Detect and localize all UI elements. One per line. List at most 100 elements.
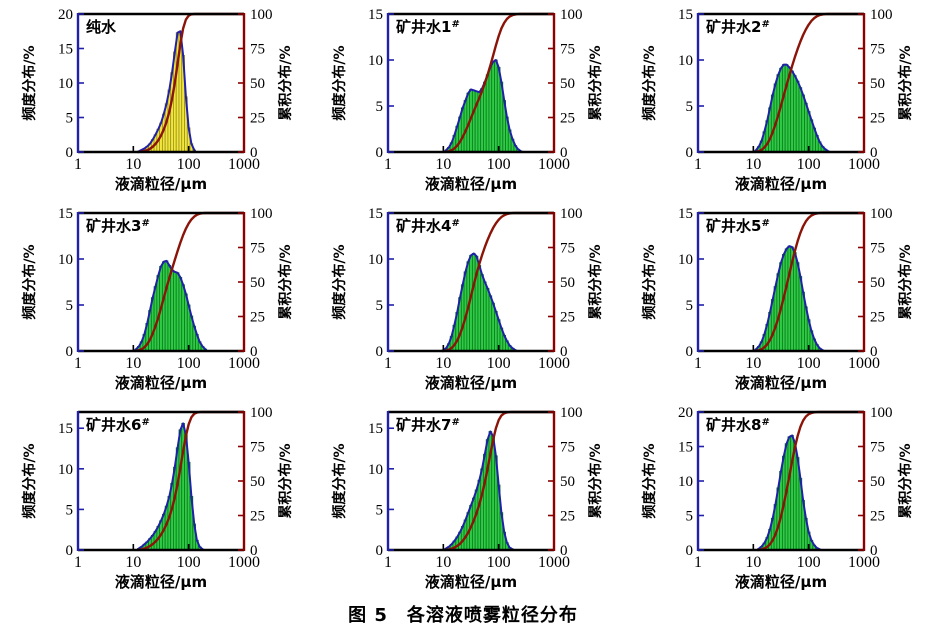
chart-svg: 0 5 10 15 0 25 50 75 100 1 10 100 1000 液滴粒径/μm 频度分布/% 累… xyxy=(331,7,604,193)
right-tick-label: 0 xyxy=(560,145,568,161)
x-tick-label: 100 xyxy=(177,156,201,173)
histogram-bar xyxy=(480,468,484,551)
right-tick-label: 50 xyxy=(560,474,575,490)
chart-cell-7: 0 5 10 15 0 25 50 75 100 1 10 100 1000 液滴粒径/μm 频度分布/% 累… xyxy=(0,398,310,596)
x-tick-label: 1 xyxy=(74,554,82,571)
histogram-bar xyxy=(178,429,183,551)
histogram-bars xyxy=(444,59,523,153)
right-tick-label: 25 xyxy=(560,509,575,525)
histogram-bar xyxy=(488,295,493,352)
left-tick-label: 0 xyxy=(66,145,74,161)
histogram-bar xyxy=(173,51,177,153)
x-tick-label: 1000 xyxy=(538,554,570,571)
x-tick-label: 100 xyxy=(177,554,201,571)
frequency-envelope xyxy=(756,434,822,551)
histogram-bar xyxy=(164,260,169,352)
right-tick-label: 50 xyxy=(250,76,265,92)
right-tick-label: 75 xyxy=(870,241,885,257)
y-axis-left-label: 频度分布/% xyxy=(21,45,38,120)
chart-svg: 0 5 10 15 0 25 50 75 100 1 10 100 1000 液滴粒径/μm 频度分布/% 累… xyxy=(21,405,294,591)
left-tick-label: 20 xyxy=(58,7,73,23)
right-tick-label: 0 xyxy=(870,543,878,559)
x-tick-label: 10 xyxy=(125,156,141,173)
left-tick-label: 0 xyxy=(66,543,74,559)
histogram-bar xyxy=(795,262,800,352)
y-axis-right-label: 累积分布/% xyxy=(587,443,604,518)
left-tick-label: 0 xyxy=(376,145,384,161)
histogram-bar xyxy=(175,272,180,352)
histogram-bar xyxy=(491,61,495,153)
histogram-bar xyxy=(178,277,183,352)
histogram-bar xyxy=(790,70,794,153)
x-tick-label: 1 xyxy=(74,355,82,372)
right-tick-label: 75 xyxy=(870,440,885,456)
left-tick-label: 10 xyxy=(678,474,693,490)
x-tick-label: 100 xyxy=(177,355,201,372)
left-tick-label: 5 xyxy=(376,99,384,115)
histogram-bar xyxy=(491,302,495,352)
x-tick-label: 10 xyxy=(435,156,451,173)
histogram-bar xyxy=(474,489,479,551)
y-axis-right-label: 累积分布/% xyxy=(277,45,294,120)
cumulative-curve xyxy=(137,410,244,552)
left-tick-label: 0 xyxy=(66,344,74,360)
charts-grid: 0 5 10 15 20 0 25 50 75 100 1 10 100 1000 液滴粒径/μm 频度分布/… xyxy=(0,0,926,596)
histogram-bar xyxy=(793,75,797,153)
x-tick-label: 1 xyxy=(694,355,702,372)
left-tick-label: 10 xyxy=(678,252,693,268)
histogram-bar xyxy=(795,80,800,153)
frequency-envelope xyxy=(136,422,205,551)
chart-svg: 0 5 10 15 0 25 50 75 100 1 10 100 1000 液滴粒径/μm 频度分布/% 累… xyxy=(331,405,604,591)
chart-title: 纯水 xyxy=(86,18,117,36)
left-tick-label: 5 xyxy=(66,298,74,314)
x-tick-label: 1000 xyxy=(228,156,260,173)
left-tick-label: 5 xyxy=(376,502,384,518)
histogram-bar xyxy=(773,286,778,352)
chart-title: 矿井水2# xyxy=(706,18,770,36)
histogram-bar xyxy=(784,248,789,352)
left-tick-label: 10 xyxy=(368,252,383,268)
right-tick-label: 75 xyxy=(250,440,265,456)
x-tick-label: 1000 xyxy=(228,355,260,372)
x-tick-label: 100 xyxy=(487,554,511,571)
right-tick-label: 50 xyxy=(560,76,575,92)
right-tick-label: 50 xyxy=(870,474,885,490)
right-tick-label: 0 xyxy=(250,543,258,559)
left-tick-label: 5 xyxy=(66,111,74,127)
histogram-bar xyxy=(485,288,490,352)
chart-cell-6: 0 5 10 15 0 25 50 75 100 1 10 100 1000 液滴粒径/μm 频度分布/% 累… xyxy=(620,199,926,398)
chart-svg: 0 5 10 15 0 25 50 75 100 1 10 100 1000 液滴粒径/μm 频度分布/% 累… xyxy=(331,206,604,392)
chart-title: 矿井水5# xyxy=(706,217,770,235)
right-tick-label: 100 xyxy=(250,206,273,222)
left-tick-label: 15 xyxy=(678,206,693,222)
right-tick-label: 25 xyxy=(250,509,265,525)
histogram-bar xyxy=(798,87,803,153)
right-tick-label: 50 xyxy=(250,474,265,490)
histogram-bar xyxy=(483,281,487,352)
left-tick-label: 5 xyxy=(66,502,74,518)
histogram-bar xyxy=(480,88,484,153)
chart-cell-1: 0 5 10 15 20 0 25 50 75 100 1 10 100 1000 液滴粒径/μm 频度分布/… xyxy=(0,0,310,199)
right-tick-label: 75 xyxy=(560,241,575,257)
histogram-bar xyxy=(793,252,797,352)
right-tick-label: 50 xyxy=(250,275,265,291)
frequency-envelope xyxy=(137,30,197,153)
chart-cell-9: 0 5 10 15 20 0 25 50 75 100 1 10 100 1000 液滴粒径/μm 频度分布/… xyxy=(620,398,926,596)
left-tick-label: 0 xyxy=(686,543,694,559)
y-axis-right-label: 累积分布/% xyxy=(897,45,914,120)
x-tick-label: 10 xyxy=(745,554,761,571)
histogram-bar xyxy=(175,447,180,551)
right-tick-label: 0 xyxy=(870,145,878,161)
right-tick-label: 25 xyxy=(560,310,575,326)
cumulative-curve xyxy=(134,211,244,353)
histogram-bar xyxy=(184,293,188,352)
chart-title: 矿井水6# xyxy=(86,416,150,434)
x-tick-label: 1 xyxy=(694,554,702,571)
left-tick-label: 0 xyxy=(376,543,384,559)
left-tick-label: 5 xyxy=(376,298,384,314)
x-axis-label: 液滴粒径/μm xyxy=(735,573,827,591)
y-axis-left-label: 频度分布/% xyxy=(641,244,658,319)
x-tick-label: 1000 xyxy=(538,156,570,173)
x-tick-label: 1000 xyxy=(848,156,880,173)
